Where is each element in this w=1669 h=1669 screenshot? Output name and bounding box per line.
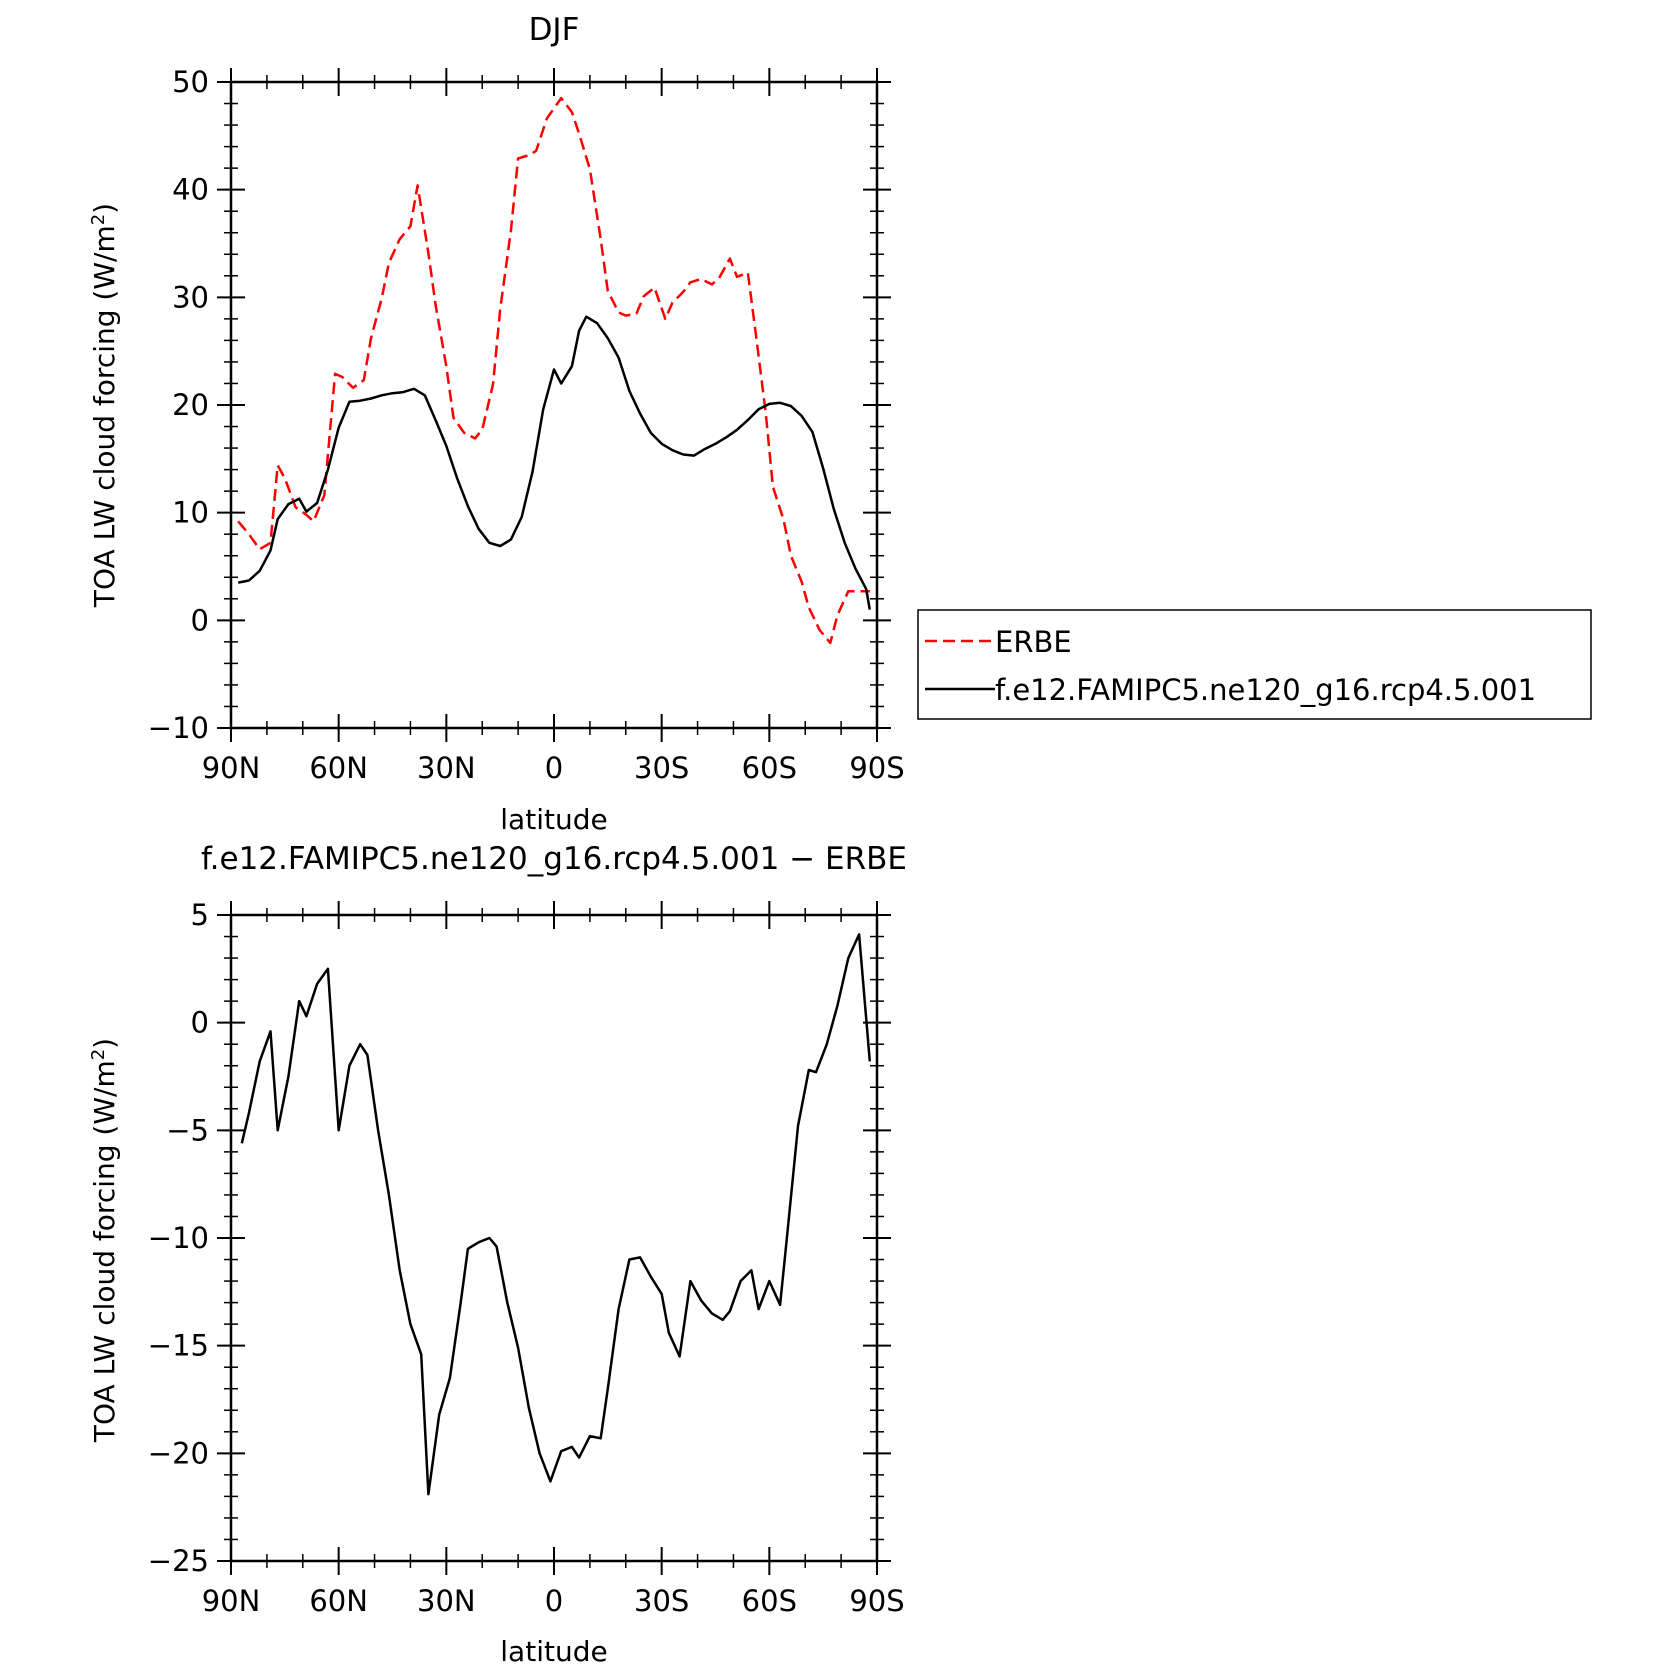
x-tick-label: 60N [309,751,368,785]
y-tick-label: −10 [148,1221,209,1255]
y-tick-label: 0 [191,603,209,637]
x-tick-label: 30N [417,751,476,785]
bottom-panel-ticks: −25 −20 −15 −10 −5 0 5 90N 60N 30N 0 30S 60S 90S [148,898,905,1618]
y-tick-label: 5 [191,898,209,932]
y-tick-label: −20 [148,1436,209,1470]
x-tick-label: 90N [202,751,261,785]
top-panel-ylabel: TOA LW cloud forcing (W/m2) [88,203,122,608]
y-tick-label: 40 [172,173,209,207]
top-panel: DJF TOA LW cloud forcing (W/m2) latitude… [88,12,905,836]
y-tick-label: 10 [172,496,209,530]
x-tick-label: 0 [545,751,563,785]
y-tick-label: 30 [172,280,209,314]
bottom-panel-frame [229,913,879,1563]
x-tick-label: 90S [849,751,904,785]
top-panel-ticks: −10 0 10 20 30 40 50 90N 60N 30N 0 30S 60S 90S [148,65,905,785]
x-tick-label: 60S [742,1584,797,1618]
x-tick-label: 60N [309,1584,368,1618]
y-tick-label: −10 [148,711,209,745]
x-tick-label: 0 [545,1584,563,1618]
x-tick-label: 30S [634,1584,689,1618]
top-panel-xlabel: latitude [500,803,607,836]
top-panel-lines [237,96,872,645]
bottom-panel: f.e12.FAMIPC5.ne120_g16.rcp4.5.001 − ERB… [88,841,908,1668]
series-line-f-e12-famipc5-ne120-g16-rcp4-5-001 [237,315,872,610]
top-panel-title: DJF [529,12,580,48]
bottom-panel-ylabel: TOA LW cloud forcing (W/m2) [88,1038,122,1443]
series-line-erbe [237,96,870,645]
x-tick-label: 90N [202,1584,261,1618]
top-panel-frame [229,80,879,730]
legend-label-model: f.e12.FAMIPC5.ne120_g16.rcp4.5.001 [995,673,1536,707]
y-tick-label: −25 [148,1544,209,1578]
x-tick-label: 30S [634,751,689,785]
bottom-panel-xlabel: latitude [500,1635,607,1668]
legend-box [917,609,1592,720]
y-tick-label: −15 [148,1329,209,1363]
y-tick-label: 20 [172,388,209,422]
y-tick-label: −5 [166,1113,209,1147]
series-line-series-0 [240,933,872,1496]
legend: ERBE f.e12.FAMIPC5.ne120_g16.rcp4.5.001 [917,609,1592,720]
x-tick-label: 60S [742,751,797,785]
bottom-panel-title: f.e12.FAMIPC5.ne120_g16.rcp4.5.001 − ERB… [201,841,907,877]
legend-label-erbe: ERBE [995,625,1072,659]
x-tick-label: 30N [417,1584,476,1618]
bottom-panel-lines [240,933,872,1496]
y-tick-label: 0 [191,1006,209,1040]
x-tick-label: 90S [849,1584,904,1618]
y-tick-label: 50 [172,65,209,99]
